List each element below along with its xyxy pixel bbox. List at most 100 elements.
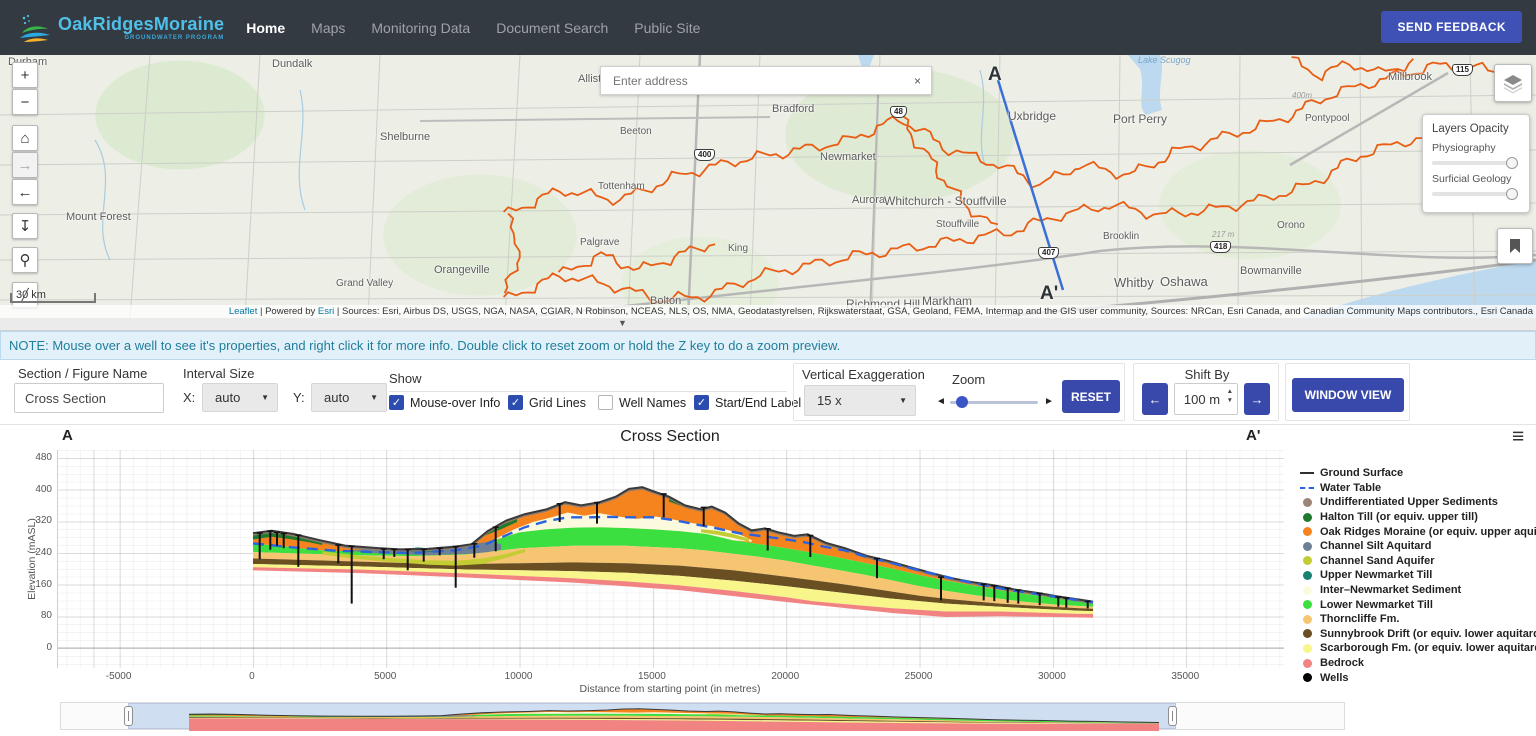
legend-label: Undifferentiated Upper Sediments (1320, 496, 1498, 508)
x-tick: 15000 (638, 671, 666, 682)
map-minor-label: 400m (1292, 91, 1312, 100)
highway-shield: 400 (694, 149, 715, 161)
y-tick: 240 (12, 547, 52, 558)
legend-label: Sunnybrook Drift (or equiv. lower aquita… (1320, 628, 1536, 640)
opacity-slider-label: Physiography (1432, 142, 1520, 154)
chevron-down-icon: ▼ (370, 393, 378, 402)
reset-button[interactable]: RESET (1062, 380, 1120, 413)
shift-amount-spinner[interactable]: 100 m ▲▼ (1174, 383, 1238, 415)
legend-marker (1300, 472, 1314, 474)
address-search: × (600, 66, 932, 95)
logo-subtitle: GROUNDWATER PROGRAM (58, 35, 224, 41)
zoom-slider: ◄ ► (936, 394, 1052, 410)
interval-y-dropdown[interactable]: auto▼ (311, 383, 387, 412)
zoom-label: Zoom (952, 372, 985, 387)
bookmark-button[interactable] (1497, 228, 1533, 264)
legend-marker (1300, 629, 1314, 638)
legend-item: Channel Silt Aquitard (1300, 539, 1536, 554)
map-resize-divider[interactable]: ▼ (0, 318, 1536, 331)
checkbox-grid-lines[interactable]: ✓Grid Lines (508, 395, 586, 410)
search-button[interactable]: ⚲ (12, 247, 38, 273)
zoom-in-button[interactable]: + (12, 62, 38, 88)
spinner-arrows-icon[interactable]: ▲▼ (1227, 387, 1233, 405)
shift-by-label: Shift By (1134, 367, 1280, 382)
range-navigator (60, 702, 1345, 730)
esri-link[interactable]: Esri (318, 306, 334, 317)
section-name-input[interactable] (14, 383, 164, 413)
navigator-right-handle[interactable] (1168, 706, 1177, 726)
map-canvas[interactable]: DurhamDundalkAllistonShelburneBeetonMoun… (0, 55, 1536, 318)
checkbox-icon[interactable]: ✓ (389, 395, 404, 410)
checkbox-start-end-label[interactable]: ✓ Start/End Label (694, 395, 801, 410)
checkbox-well-names[interactable]: Well Names (598, 395, 686, 410)
layers-button[interactable] (1494, 64, 1532, 102)
home-button[interactable]: ⌂ (12, 125, 38, 151)
app-logo[interactable]: OakRidgesMoraine GROUNDWATER PROGRAM (18, 11, 224, 45)
checkbox-icon[interactable]: ✓ (508, 395, 523, 410)
nav-item-monitoring-data[interactable]: Monitoring Data (371, 20, 470, 36)
town-label: Beeton (620, 126, 652, 137)
legend-marker (1300, 644, 1314, 653)
section-start-label: A (988, 64, 1002, 86)
town-label: Whitby (1114, 275, 1154, 290)
town-label: Brooklin (1103, 231, 1139, 242)
shift-left-button[interactable]: ← (1142, 383, 1168, 415)
search-clear-icon[interactable]: × (904, 74, 931, 88)
chart-legend: Ground SurfaceWater TableUndifferentiate… (1300, 466, 1536, 685)
navigator-left-handle[interactable] (124, 706, 133, 726)
layers-opacity-panel: Layers Opacity PhysiographySurficial Geo… (1422, 114, 1530, 213)
checkbox-mouse-over-info[interactable]: ✓Mouse-over Info (389, 395, 500, 410)
y-tick: 160 (12, 579, 52, 590)
x-tick: 30000 (1038, 671, 1066, 682)
logo-title: OakRidgesMoraine (58, 15, 224, 33)
x-tick: 0 (249, 671, 255, 682)
divider-collapse-icon[interactable]: ▼ (618, 318, 627, 328)
note-bar: NOTE: Mouse over a well to see it's prop… (0, 331, 1536, 360)
bookmark-icon (1508, 238, 1522, 254)
legend-label: Lower Newmarket Till (1320, 599, 1433, 611)
logo-wave-icon (18, 11, 52, 45)
zoom-out-button[interactable]: − (12, 89, 38, 115)
download-button[interactable]: ↧ (12, 213, 38, 239)
y-tick: 0 (12, 642, 52, 653)
opacity-slider-knob[interactable] (1506, 157, 1518, 169)
highway-shield: 418 (1210, 241, 1231, 253)
legend-label: Upper Newmarket Till (1320, 569, 1432, 581)
legend-item: Scarborough Fm. (or equiv. lower aquitar… (1300, 641, 1536, 656)
nav-item-public-site[interactable]: Public Site (634, 20, 700, 36)
legend-item: Upper Newmarket Till (1300, 568, 1536, 583)
chart-title: Cross Section (57, 428, 1283, 446)
legend-label: Scarborough Fm. (or equiv. lower aquitar… (1320, 642, 1536, 654)
checkbox-icon[interactable] (598, 395, 613, 410)
address-search-input[interactable] (601, 73, 904, 89)
nav-item-document-search[interactable]: Document Search (496, 20, 608, 36)
cross-section-plot[interactable] (57, 450, 1284, 668)
opacity-slider-knob[interactable] (1506, 188, 1518, 200)
town-label: Bowmanville (1240, 265, 1302, 277)
checkbox-icon[interactable]: ✓ (694, 395, 709, 410)
zoom-slider-left-arrow[interactable]: ◄ (936, 396, 946, 407)
town-label: Dundalk (272, 58, 312, 70)
zoom-slider-right-arrow[interactable]: ► (1044, 396, 1054, 407)
legend-item: Ground Surface (1300, 466, 1536, 481)
legend-item: Inter–Newmarket Sediment (1300, 583, 1536, 598)
leaflet-link[interactable]: Leaflet (229, 306, 258, 317)
nav-item-maps[interactable]: Maps (311, 20, 345, 36)
x-tick: -5000 (106, 671, 132, 682)
window-view-button[interactable]: WINDOW VIEW (1292, 378, 1404, 412)
legend-marker (1300, 556, 1314, 565)
chart-menu-icon[interactable]: ≡ (1512, 425, 1524, 449)
zoom-slider-knob[interactable] (956, 396, 968, 408)
exaggeration-zoom-group: Vertical Exaggeration 15 x▼ Zoom ◄ ► RES… (793, 363, 1125, 421)
nav-item-home[interactable]: Home (246, 20, 285, 36)
interval-x-dropdown[interactable]: auto▼ (202, 383, 278, 412)
back-button[interactable]: ← (12, 179, 38, 205)
layers-opacity-title: Layers Opacity (1432, 123, 1520, 135)
shift-right-button[interactable]: → (1244, 383, 1270, 415)
legend-marker (1300, 673, 1314, 682)
send-feedback-button[interactable]: SEND FEEDBACK (1381, 11, 1522, 43)
checkbox-label: Start/End Label (715, 396, 801, 410)
y-tick: 320 (12, 515, 52, 526)
vertical-exaggeration-dropdown[interactable]: 15 x▼ (804, 385, 916, 416)
legend-label: Ground Surface (1320, 467, 1403, 479)
